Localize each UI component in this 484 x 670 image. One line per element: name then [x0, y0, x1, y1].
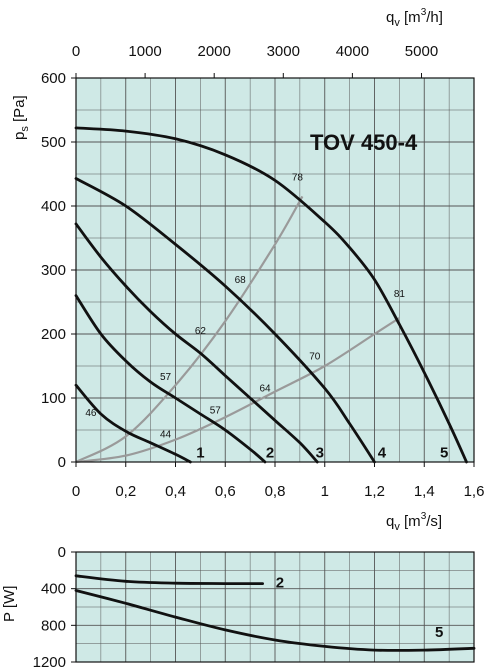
model-label: TOV 450-4 [310, 130, 418, 155]
y-tick-label: 400 [41, 198, 66, 215]
power-curve-number-label: 5 [435, 624, 443, 641]
power-y-tick-labels: 0 400 800 1200 [33, 544, 76, 670]
bottom-x-tick-labels: 0 0,2 0,4 0,6 0,8 1 1,2 1,4 1,6 [72, 462, 484, 500]
efficiency-label: 44 [160, 430, 172, 441]
power-plot-border [75, 551, 475, 663]
efficiency-curves [75, 195, 400, 464]
power-curve-2 [74, 574, 264, 586]
pressure-curve-4 [74, 177, 376, 464]
x-tick-label: 0,8 [265, 483, 286, 500]
top-x-tick-label: 0 [72, 43, 80, 60]
top-x-axis-label: qv [m3/h] [386, 7, 443, 29]
y-tick-label: 600 [41, 70, 66, 87]
efficiency-curve [75, 195, 304, 463]
efficiency-label: 57 [210, 405, 222, 416]
efficiency-label: 81 [394, 289, 406, 300]
y-tick-label: 500 [41, 134, 66, 151]
efficiency-curve [75, 317, 400, 464]
power-y-tick-label: 1200 [33, 654, 66, 670]
efficiency-label: 68 [235, 275, 247, 286]
efficiency-label: 62 [195, 326, 207, 337]
efficiency-label: 70 [309, 352, 321, 363]
top-x-tick-label: 4000 [336, 43, 369, 60]
y-axis-label-sub: s [19, 126, 31, 132]
y-tick-label: 100 [41, 390, 66, 407]
x-tick-label: 0,6 [215, 483, 236, 500]
power-curve-number-label: 2 [276, 574, 284, 591]
power-y-axis-label-unit: [W] [1, 586, 18, 609]
efficiency-label: 57 [160, 372, 172, 383]
top-x-axis-label-unit-post: /h] [426, 9, 443, 26]
x-tick-label: 1 [321, 483, 329, 500]
y-axis-label: ps [Pa] [11, 95, 31, 140]
x-axis-label-main: q [386, 513, 394, 530]
x-tick-label: 0,2 [115, 483, 136, 500]
x-axis-label-unit-post: /s] [426, 513, 442, 530]
top-x-axis-label-unit-sup: 3 [421, 7, 427, 18]
power-y-axis-label: P [W] [1, 586, 18, 622]
pressure-curve-3 [74, 222, 319, 464]
power-y-axis-label-main: P [1, 612, 18, 622]
x-tick-label: 1,4 [414, 483, 435, 500]
efficiency-label: 64 [259, 384, 271, 395]
curve-number-label: 3 [316, 444, 324, 461]
top-x-axis-label-unit-pre: [m [404, 9, 421, 26]
pressure-curve-2 [74, 294, 267, 464]
x-axis-label-sub: v [394, 521, 400, 533]
y-axis-label-main: p [11, 132, 28, 140]
top-x-tick-label: 5000 [405, 43, 438, 60]
pressure-curve-5 [74, 126, 468, 464]
y-tick-label: 0 [58, 454, 66, 471]
efficiency-label: 78 [292, 172, 304, 183]
x-tick-label: 0 [72, 483, 80, 500]
power-curve-5 [74, 589, 476, 652]
efficiency-label: 46 [85, 408, 97, 419]
pressure-curves [74, 126, 468, 464]
x-tick-label: 1,6 [464, 483, 484, 500]
x-axis-label-unit-sup: 3 [421, 511, 427, 522]
x-tick-label: 0,4 [165, 483, 186, 500]
curve-number-label: 2 [266, 444, 274, 461]
pressure-curve-labels: 1 2 3 4 5 [196, 444, 448, 461]
main-chart: 78 81 68 62 70 57 64 57 46 44 1 2 3 4 5 0 0,2 0,4 0,6 0,8… [11, 7, 484, 533]
y-tick-label: 200 [41, 326, 66, 343]
top-x-axis-label-sub: v [394, 17, 400, 29]
top-x-axis-label-main: q [386, 9, 394, 26]
curve-number-label: 1 [196, 444, 204, 461]
top-x-tick-labels: 0 1000 2000 3000 4000 5000 [72, 43, 438, 78]
x-axis-label-unit-pre: [m [404, 513, 421, 530]
x-tick-label: 1,2 [364, 483, 385, 500]
y-tick-label: 300 [41, 262, 66, 279]
top-x-tick-label: 1000 [128, 43, 161, 60]
power-y-tick-label: 800 [41, 617, 66, 634]
y-axis-label-unit: [Pa] [11, 95, 28, 122]
x-axis-label: qv [m3/s] [386, 511, 442, 533]
curve-number-label: 5 [440, 444, 448, 461]
power-curve-labels: 25 [276, 574, 444, 641]
curve-number-label: 4 [378, 444, 387, 461]
top-x-tick-label: 3000 [267, 43, 300, 60]
y-tick-labels: 0 100 200 300 400 500 600 [41, 70, 76, 471]
power-y-tick-label: 0 [58, 544, 66, 561]
power-y-tick-label: 400 [41, 581, 66, 598]
pressure-curve-1 [74, 383, 192, 464]
top-x-tick-label: 2000 [198, 43, 231, 60]
power-curves [74, 574, 476, 652]
efficiency-labels: 78 81 68 62 70 57 64 57 46 44 [85, 172, 405, 440]
